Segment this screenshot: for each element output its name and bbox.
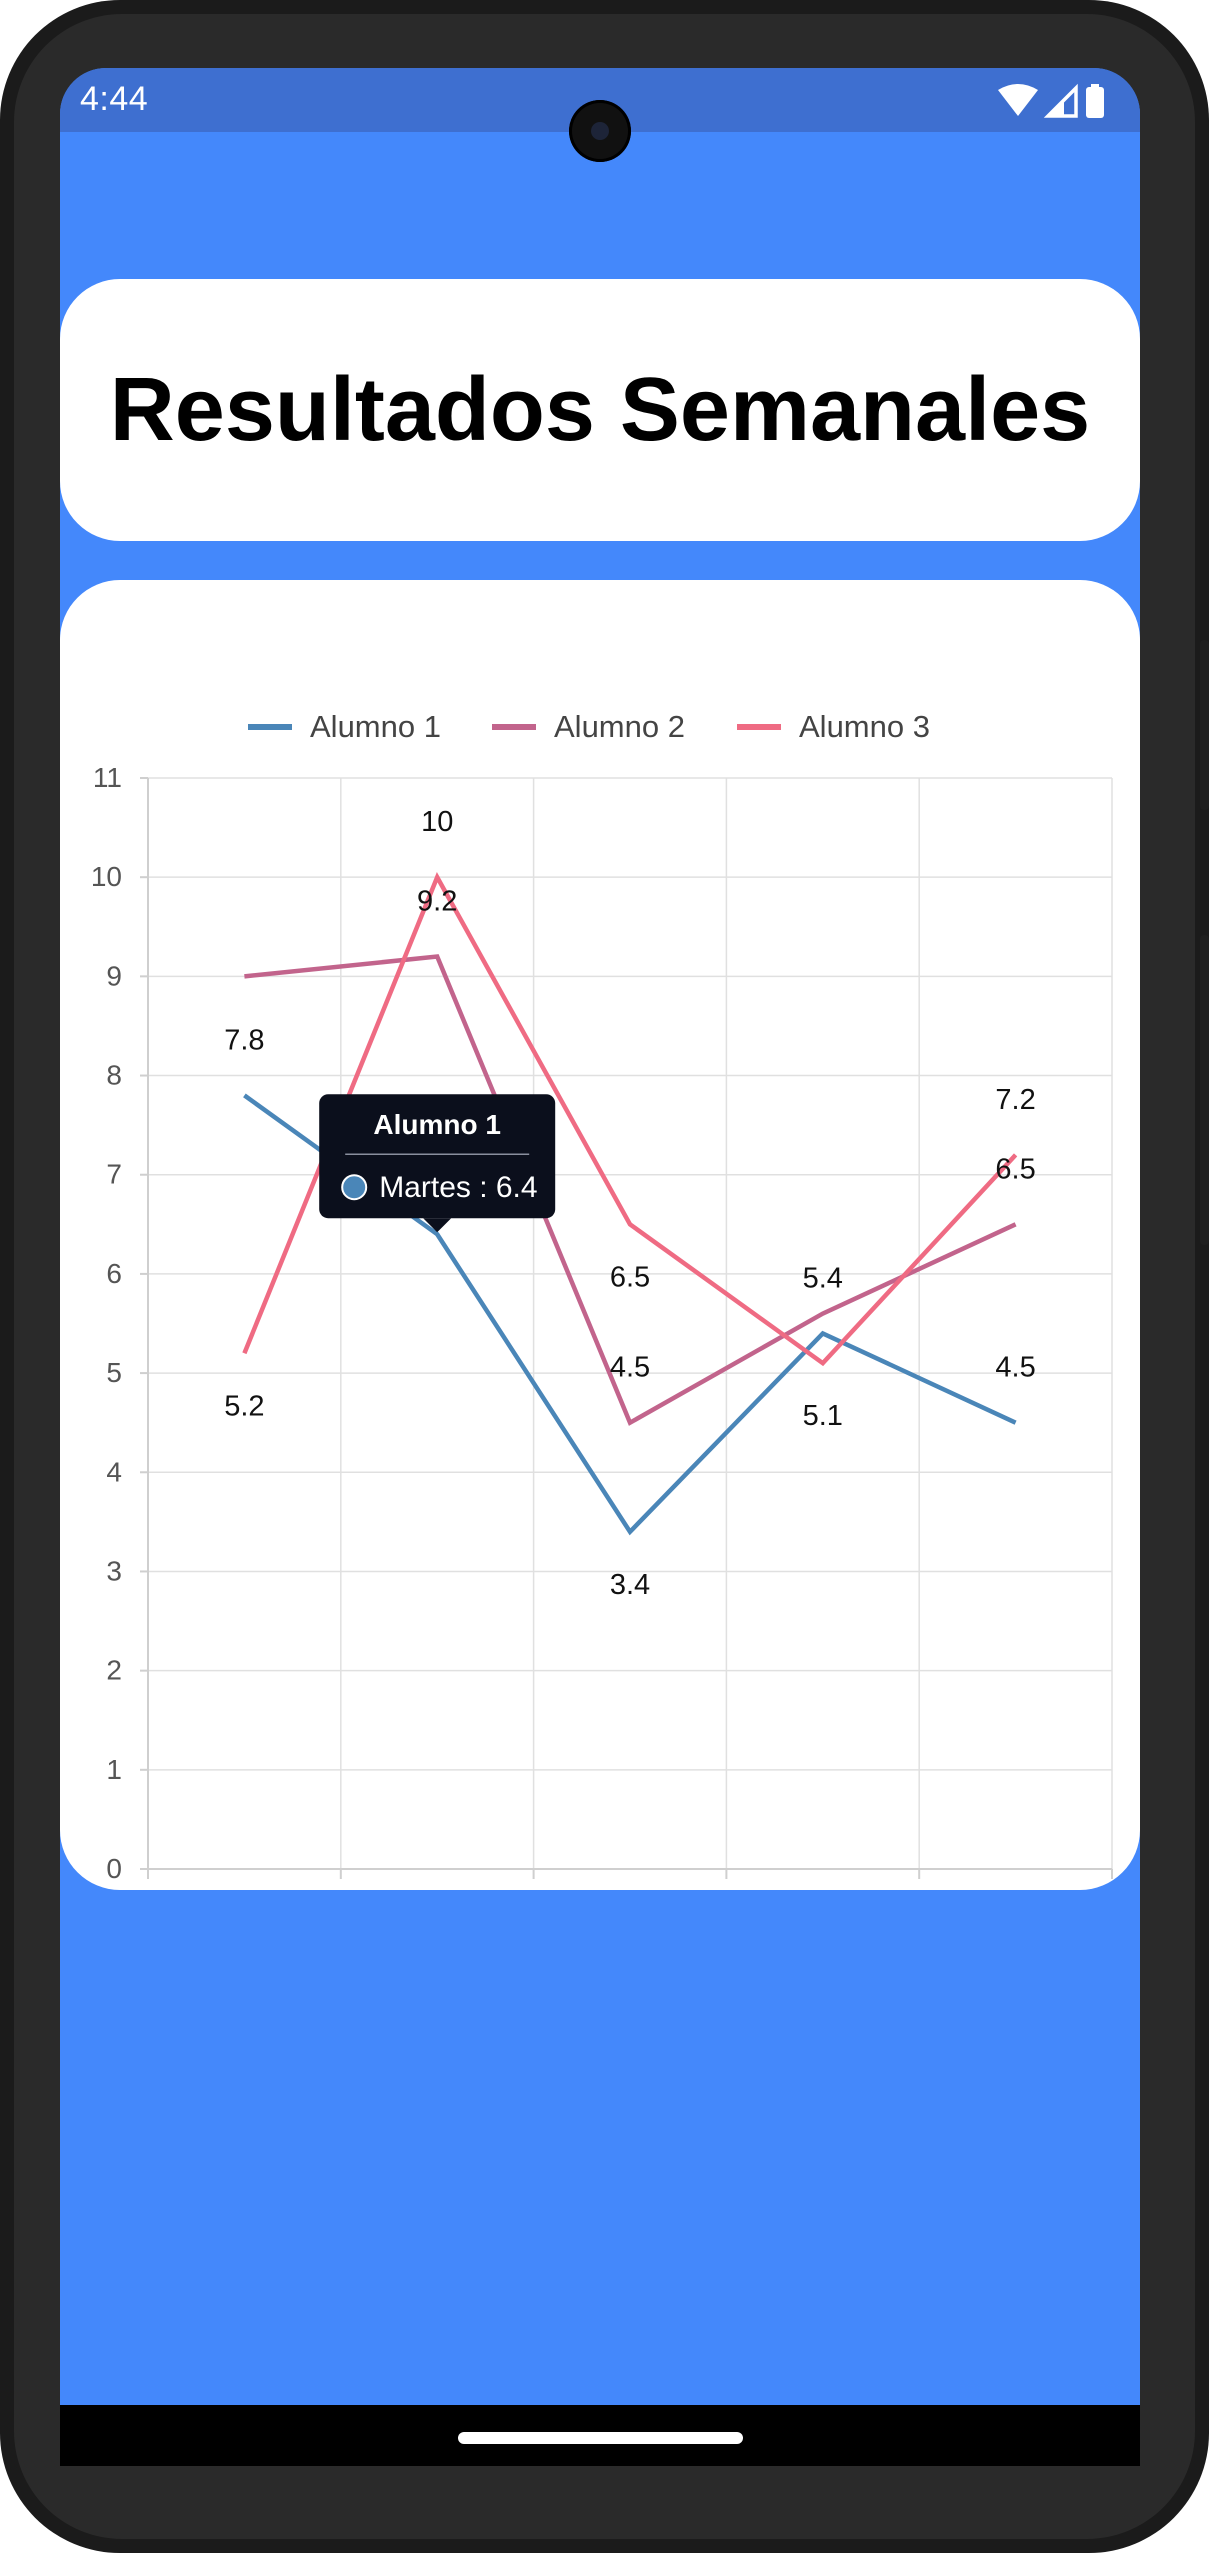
screen: 4:44 Resultados Semanales 0 1 2 3 4 5 6 7 8 9 10 11…	[60, 68, 1140, 2466]
legend-label: Alumno 2	[554, 709, 685, 744]
line-chart[interactable]: 0 1 2 3 4 5 6 7 8 9 10 11 Lunes Martes Miercoles Jueves…	[60, 580, 1140, 1890]
series-line	[242, 871, 1018, 1367]
y-tick-label: 1	[106, 1754, 122, 1785]
data-label: 4.5	[610, 1352, 650, 1384]
x-tick-label: Viernes	[965, 1888, 1066, 1890]
status-time: 4:44	[80, 80, 149, 118]
x-tick-label: Miercoles	[566, 1888, 694, 1890]
x-tick-label: Martes	[391, 1888, 483, 1890]
y-tick-label: 7	[106, 1159, 122, 1190]
wifi-icon	[998, 84, 1038, 116]
volume-button	[1200, 935, 1209, 1245]
tooltip-box	[319, 1094, 556, 1219]
tooltip-text: Martes : 6.4	[379, 1171, 537, 1204]
y-tick-label: 9	[106, 960, 122, 991]
x-tick-label: Lunes	[204, 1888, 286, 1890]
battery-icon	[1086, 84, 1104, 118]
data-label: 5.4	[803, 1262, 843, 1294]
home-gesture-handle[interactable]	[458, 2432, 743, 2444]
power-button	[1200, 640, 1209, 810]
tooltip-title: Alumno 1	[373, 1109, 501, 1140]
y-tick-label: 2	[106, 1655, 122, 1686]
tooltip-marker	[341, 1174, 368, 1201]
data-label: 10	[421, 806, 453, 838]
legend-label: Alumno 1	[310, 709, 441, 744]
data-label: 5.2	[224, 1390, 264, 1422]
y-tick-label: 10	[91, 861, 122, 892]
data-label: 6.5	[610, 1261, 650, 1293]
data-label: 9.2	[417, 886, 457, 918]
title-card: Resultados Semanales	[60, 279, 1140, 541]
data-label: 7.8	[224, 1024, 264, 1056]
y-tick-label: 6	[106, 1258, 122, 1289]
data-label: 6.5	[995, 1153, 1035, 1185]
data-label: 5.1	[803, 1400, 843, 1432]
y-tick-label: 5	[106, 1357, 122, 1388]
chart-card: 0 1 2 3 4 5 6 7 8 9 10 11 Lunes Martes Miercoles Jueves…	[60, 580, 1140, 1890]
y-tick-label: 3	[106, 1555, 122, 1586]
signal-icon-fill	[1048, 100, 1064, 116]
tooltip-arrow	[423, 1218, 452, 1233]
y-tick-label: 4	[106, 1456, 122, 1487]
data-label: 7.2	[995, 1084, 1035, 1116]
x-tick-label: Jueves	[775, 1888, 870, 1890]
front-camera-icon	[569, 100, 631, 162]
data-label: 3.4	[610, 1569, 650, 1601]
legend-label: Alumno 3	[799, 709, 930, 744]
page-title: Resultados Semanales	[109, 359, 1091, 460]
y-tick-label: 8	[106, 1060, 122, 1091]
y-tick-label: 0	[106, 1853, 122, 1884]
y-tick-label: 11	[93, 762, 122, 793]
status-icons	[998, 83, 1104, 118]
data-label: 4.5	[995, 1352, 1035, 1384]
series-line	[244, 954, 1017, 1426]
